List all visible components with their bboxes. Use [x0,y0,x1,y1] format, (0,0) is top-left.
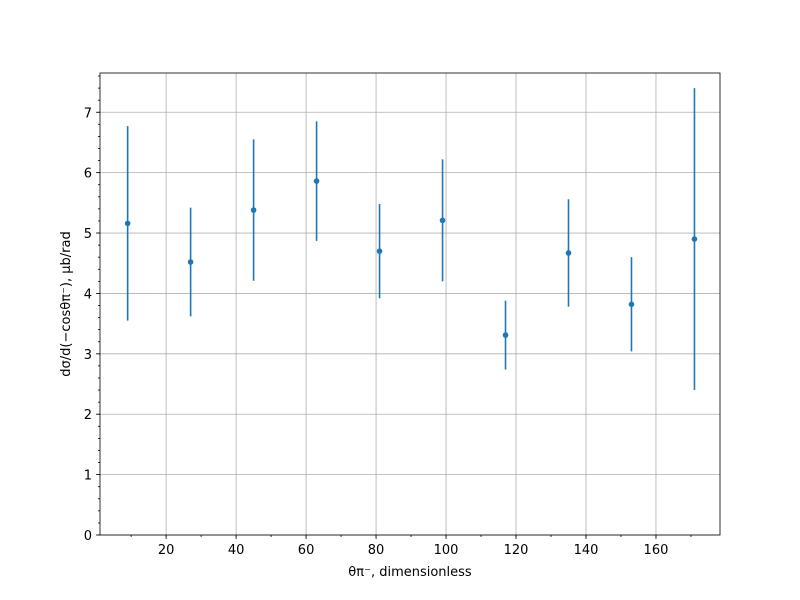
data-point [376,248,383,254]
data-point [313,178,320,184]
data-point [691,236,698,242]
y-tick-label: 6 [84,167,92,182]
x-tick-label: 80 [368,543,385,558]
y-tick-label: 1 [84,469,92,484]
data-point [250,207,257,213]
y-tick-label: 7 [84,106,92,121]
x-tick-label: 20 [158,543,175,558]
x-axis-label: θπ⁻, dimensionless [348,565,472,580]
y-tick-label: 3 [84,348,92,363]
x-tick-label: 100 [434,543,459,558]
data-point [187,259,194,265]
y-tick-label: 5 [84,227,92,242]
data-point [502,332,509,338]
y-axis-label: dσ/d(−cosθπ⁻), μb/rad [59,231,74,376]
data-point [124,220,131,227]
x-tick-label: 120 [504,543,529,558]
y-tick-label: 0 [84,529,92,544]
data-point [628,301,635,308]
data-point [565,250,572,256]
plot-frame [99,72,721,536]
x-tick-label: 40 [228,543,245,558]
data-point [439,217,446,224]
y-tick-label: 2 [84,408,92,423]
x-tick-label: 160 [644,543,669,558]
x-tick-label: 140 [574,543,599,558]
x-tick-label: 60 [298,543,315,558]
y-tick-label: 4 [84,287,92,302]
